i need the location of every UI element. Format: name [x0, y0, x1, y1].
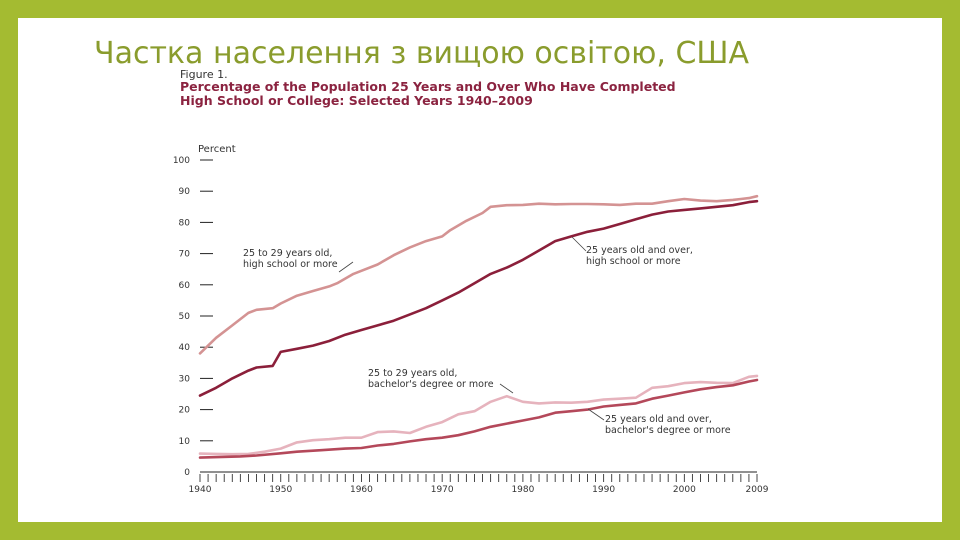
- slide: Частка населення з вищою освітою, США: [18, 18, 942, 522]
- y-tick-label: 30: [179, 374, 191, 384]
- y-tick-label: 60: [179, 281, 191, 291]
- y-tick-label: 10: [179, 437, 191, 447]
- y-tick-label: 20: [179, 406, 191, 416]
- x-tick-label: 1980: [511, 485, 534, 495]
- x-tick-label: 1960: [350, 485, 373, 495]
- x-tick-label: 1950: [269, 485, 292, 495]
- axes: Percent 0 10 20 30 40 50 60 70 80 90 100 1940 1950 196…: [173, 144, 769, 495]
- label-young-high-school: 25 to 29 years old, high school or more: [243, 248, 338, 270]
- label-all-bachelor: 25 years old and over, bachelor's degree …: [605, 414, 731, 436]
- label-leader-line: [571, 236, 587, 252]
- line-all-bachelor: [198, 378, 759, 459]
- y-tick-label: 70: [179, 250, 191, 260]
- y-axis-label: Percent: [198, 144, 236, 155]
- figure-title-line-2: High School or College: Selected Years 1…: [180, 93, 533, 108]
- y-tick-label: 90: [179, 187, 191, 197]
- series-labels: 25 to 29 years old, high school or more 25…: [243, 236, 731, 436]
- label-young-bachelor: 25 to 29 years old, bachelor's degree or …: [368, 368, 494, 390]
- series-lines: [198, 194, 759, 459]
- label-leader-line: [587, 408, 605, 421]
- label-all-high-school: 25 years old and over, high school or mor…: [586, 245, 693, 267]
- line-all-high-school: [198, 199, 759, 397]
- x-tick-label: 2009: [746, 485, 769, 495]
- x-tick-label: 1940: [189, 485, 212, 495]
- label-leader-line: [499, 383, 514, 394]
- y-tick-label: 40: [179, 343, 191, 353]
- figure-title-line-1: Percentage of the Population 25 Years an…: [180, 79, 676, 94]
- y-tick-label: 0: [184, 468, 190, 478]
- figure-label: Figure 1.: [180, 68, 228, 81]
- line-young-high-school: [198, 194, 759, 355]
- x-tick-label: 2000: [673, 485, 696, 495]
- x-tick-label: 1990: [592, 485, 615, 495]
- y-tick-label: 50: [179, 312, 191, 322]
- label-leader-line: [338, 261, 354, 273]
- slide-title: Частка населення з вищою освітою, США: [94, 36, 749, 71]
- y-tick-label: 100: [173, 156, 190, 166]
- line-young-bachelor: [198, 374, 759, 456]
- x-tick-label: 1970: [431, 485, 454, 495]
- y-tick-label: 80: [179, 218, 191, 228]
